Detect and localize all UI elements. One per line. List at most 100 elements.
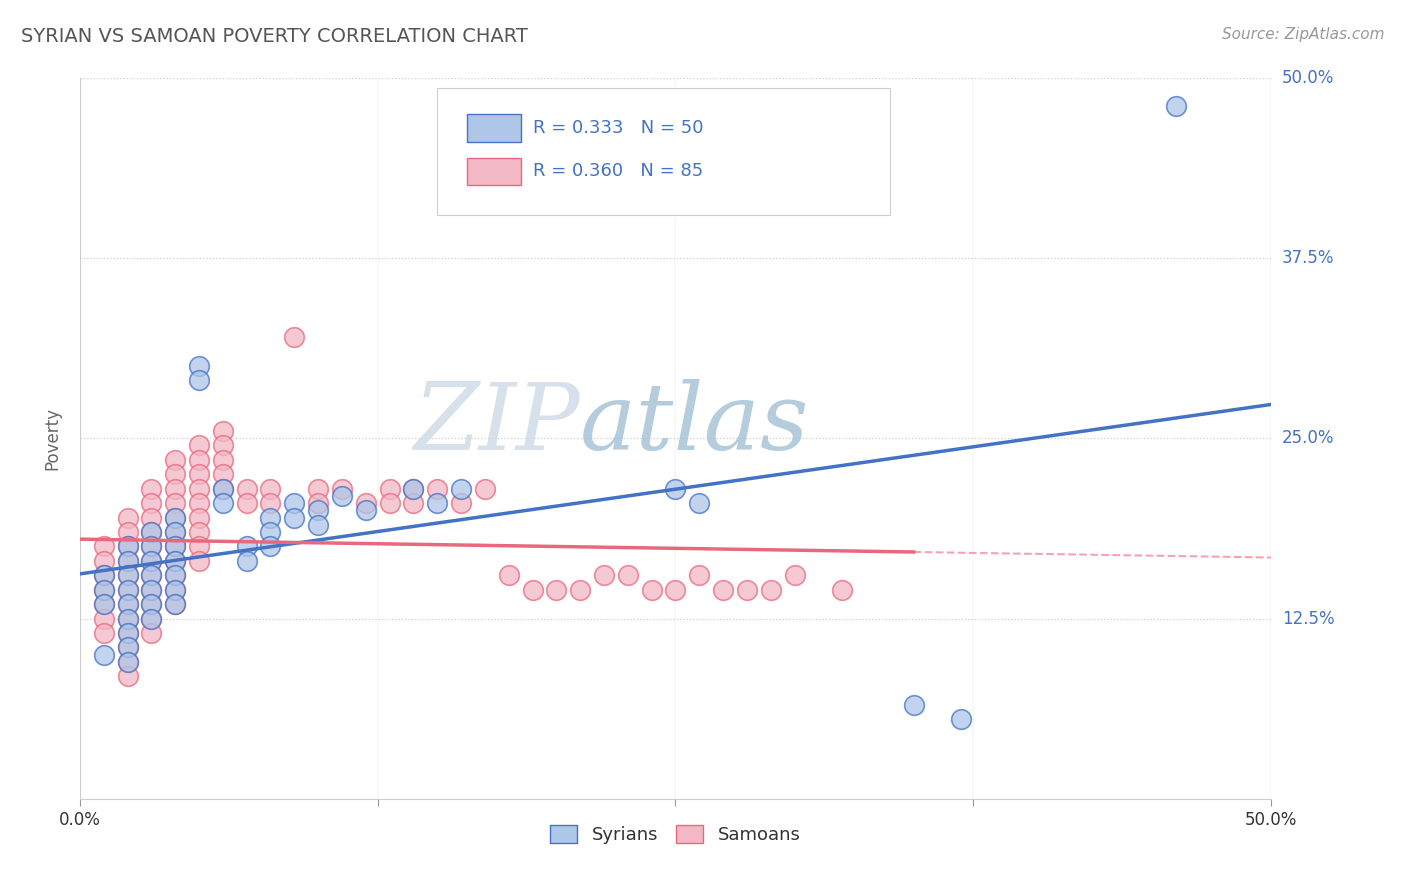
Point (664, 482, 686, 496)
Point (307, 517, 329, 532)
Point (165, 582, 187, 597)
Point (141, 554, 163, 568)
Point (117, 640, 139, 655)
Point (617, 568, 640, 582)
Point (117, 626, 139, 640)
Point (188, 554, 211, 568)
Point (141, 611, 163, 625)
Point (759, 582, 782, 597)
Point (165, 568, 187, 582)
Point (165, 452, 187, 467)
Point (117, 540, 139, 554)
Text: 50.0%: 50.0% (1282, 69, 1334, 87)
Point (259, 540, 281, 554)
Point (546, 582, 568, 597)
Point (141, 597, 163, 611)
Point (117, 554, 139, 568)
Text: R = 0.360   N = 85: R = 0.360 N = 85 (533, 162, 703, 180)
Point (330, 489, 353, 503)
Point (141, 597, 163, 611)
Point (307, 482, 329, 496)
Point (93, 626, 115, 640)
Point (831, 582, 853, 597)
Point (93, 597, 115, 611)
Point (165, 524, 187, 539)
Point (402, 482, 425, 496)
Point (259, 524, 281, 539)
Point (735, 582, 758, 597)
Point (1164, 99, 1187, 113)
Point (93, 597, 115, 611)
Point (117, 611, 139, 625)
Text: 25.0%: 25.0% (1282, 429, 1334, 447)
Point (117, 568, 139, 582)
Point (117, 669, 139, 683)
Point (688, 496, 710, 510)
Point (259, 510, 281, 524)
Point (141, 582, 163, 597)
Point (188, 374, 211, 388)
Point (117, 655, 139, 669)
Point (117, 554, 139, 568)
Point (498, 568, 520, 582)
Text: SYRIAN VS SAMOAN POVERTY CORRELATION CHART: SYRIAN VS SAMOAN POVERTY CORRELATION CHA… (21, 27, 529, 45)
Point (93, 554, 115, 568)
Point (117, 597, 139, 611)
Point (141, 568, 163, 582)
Point (141, 611, 163, 625)
Point (783, 568, 806, 582)
Point (450, 482, 472, 496)
Point (235, 554, 257, 568)
Point (378, 496, 401, 510)
Point (211, 482, 233, 496)
Point (165, 554, 187, 568)
Point (330, 482, 353, 496)
Point (117, 510, 139, 524)
Point (165, 496, 187, 510)
Point (474, 482, 496, 496)
Point (93, 648, 115, 662)
Point (188, 540, 211, 554)
Point (165, 597, 187, 611)
Point (235, 482, 257, 496)
Point (211, 467, 233, 482)
FancyBboxPatch shape (437, 88, 890, 215)
Point (117, 655, 139, 669)
Point (117, 582, 139, 597)
Point (165, 554, 187, 568)
Point (188, 359, 211, 373)
Point (354, 496, 377, 510)
Point (93, 582, 115, 597)
Point (117, 582, 139, 597)
Point (141, 626, 163, 640)
Point (188, 496, 211, 510)
Text: Source: ZipAtlas.com: Source: ZipAtlas.com (1222, 27, 1385, 42)
Point (307, 496, 329, 510)
Point (117, 524, 139, 539)
Point (141, 524, 163, 539)
Text: atlas: atlas (581, 379, 810, 469)
Point (93, 540, 115, 554)
Point (117, 611, 139, 625)
Point (165, 597, 187, 611)
Text: ZIP: ZIP (413, 379, 581, 469)
Point (93, 582, 115, 597)
Point (450, 496, 472, 510)
Point (211, 482, 233, 496)
Point (117, 540, 139, 554)
Point (117, 597, 139, 611)
Point (141, 540, 163, 554)
Point (141, 568, 163, 582)
Point (165, 582, 187, 597)
Point (283, 330, 305, 344)
Point (426, 482, 449, 496)
Legend: Syrians, Samoans: Syrians, Samoans (550, 824, 800, 844)
Y-axis label: Poverty: Poverty (44, 407, 60, 470)
Point (259, 482, 281, 496)
Point (165, 510, 187, 524)
Bar (467, 158, 520, 185)
Point (93, 568, 115, 582)
Point (141, 510, 163, 524)
Point (117, 568, 139, 582)
Point (117, 640, 139, 655)
